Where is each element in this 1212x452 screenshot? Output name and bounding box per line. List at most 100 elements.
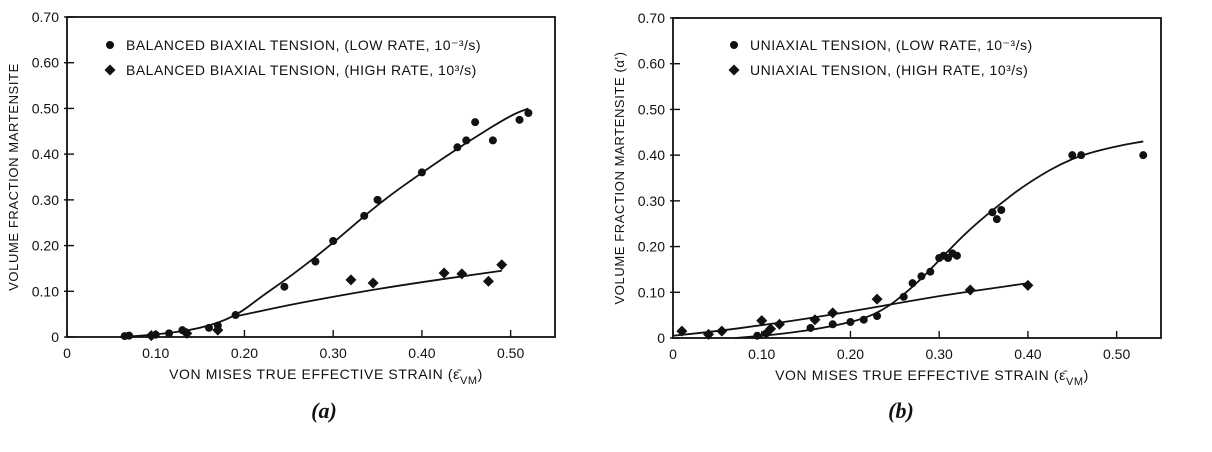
data-point-a-circle — [329, 237, 338, 245]
data-point-a-circle — [417, 168, 426, 177]
data-point-a-circle — [471, 118, 480, 127]
fit-curve-b-0 — [735, 140, 1144, 339]
x-tick-label-b: 0 — [669, 346, 677, 362]
panel-caption-a: (a) — [311, 398, 337, 423]
data-point-a-circle — [462, 136, 471, 145]
legend-label-a-1: BALANCED BIAXIAL TENSION, (HIGH RATE, 10… — [126, 62, 477, 78]
y-tick-label-a: 0.50 — [32, 100, 59, 116]
y-tick-label-a: 0.20 — [32, 238, 59, 254]
data-point-b-circle — [992, 215, 1001, 224]
y-tick-label-a: 0.30 — [32, 192, 59, 208]
data-point-b-diamond — [702, 328, 714, 340]
x-tick-label-b: 0.40 — [1014, 346, 1041, 362]
data-point-b-circle — [1077, 151, 1086, 160]
data-point-b-circle — [859, 315, 868, 324]
x-axis-label-a: VON MISES TRUE EFFECTIVE STRAIN (ε̄VM) — [169, 366, 483, 387]
y-tick-label-b: 0.30 — [638, 193, 665, 209]
data-point-a-circle — [373, 195, 382, 204]
data-point-a-circle — [280, 282, 289, 291]
data-point-a-circle — [231, 311, 240, 320]
y-tick-label-b: 0.40 — [638, 147, 665, 163]
data-point-a-diamond — [438, 267, 450, 279]
x-tick-label-a: 0.50 — [497, 345, 524, 361]
data-point-b-diamond — [756, 315, 768, 327]
data-point-a-circle — [165, 329, 174, 338]
y-axis-label-a: VOLUME FRACTION MARTENSITE — [6, 63, 21, 291]
data-point-a-circle — [524, 109, 533, 117]
data-point-a-diamond — [482, 275, 494, 287]
data-point-b-diamond — [871, 293, 883, 305]
data-point-a-diamond — [345, 274, 357, 286]
data-point-b-diamond — [765, 323, 777, 335]
x-tick-label-a: 0.20 — [231, 345, 258, 361]
legend-marker-a-1 — [104, 64, 116, 76]
legend-marker-a-0 — [106, 41, 114, 49]
x-tick-label-a: 0.10 — [142, 345, 169, 361]
y-tick-label-a: 0.10 — [32, 283, 59, 299]
x-tick-label-b: 0.10 — [748, 346, 775, 362]
data-point-b-circle — [1068, 151, 1077, 160]
x-axis-label-b: VON MISES TRUE EFFECTIVE STRAIN (ε̄VM) — [775, 367, 1089, 388]
chart-b-svg: 0 0.10 0.20 0.30 0.40 0.50 0.60 0.70 0 0.10 0.20 0.… — [612, 10, 1162, 388]
data-point-b-circle — [952, 251, 961, 260]
data-point-a-circle — [311, 257, 320, 266]
data-point-b-circle — [873, 312, 882, 321]
panel-caption-b: (b) — [888, 398, 914, 423]
y-tick-label-a: 0.60 — [32, 55, 59, 71]
legend-marker-b-0 — [730, 41, 738, 49]
x-tick-label-b: 0.50 — [1103, 346, 1130, 362]
data-point-b-circle — [917, 272, 926, 281]
data-point-b-circle — [997, 206, 1006, 214]
x-tick-label-a: 0 — [63, 345, 71, 361]
legend-label-b-0: UNIAXIAL TENSION, (LOW RATE, 10⁻³/s) — [750, 37, 1033, 53]
data-point-b-diamond — [676, 325, 688, 337]
data-point-a-diamond — [181, 327, 193, 339]
y-tick-label-a: 0.70 — [32, 9, 59, 25]
plot-frame-a — [66, 16, 556, 338]
y-tick-label-a: 0 — [51, 329, 59, 345]
data-point-b-circle — [753, 331, 762, 340]
x-tick-label-b: 0.30 — [926, 346, 953, 362]
data-point-b-circle — [1139, 151, 1148, 160]
x-tick-label-a: 0.40 — [408, 345, 435, 361]
data-point-a-diamond — [456, 268, 468, 280]
data-point-b-diamond — [809, 314, 821, 326]
data-point-a-diamond — [145, 330, 157, 342]
data-point-b-circle — [908, 279, 917, 288]
y-tick-label-b: 0.60 — [638, 56, 665, 72]
y-tick-label-b: 0 — [657, 330, 665, 346]
data-point-b-diamond — [716, 325, 728, 337]
data-point-a-circle — [360, 211, 369, 220]
chart-panel-a: 0 0.10 0.20 0.30 0.40 0.50 0.60 0.70 0 0.10 0.20 0.… — [6, 9, 556, 423]
data-point-a-circle — [515, 115, 524, 124]
fit-curve-a-1 — [235, 269, 502, 318]
legend-marker-b-1 — [728, 64, 740, 76]
fit-curve-a-0 — [120, 107, 529, 338]
data-point-a-circle — [125, 331, 134, 340]
y-axis-label-b: VOLUME FRACTION MARTENSITE (α') — [612, 52, 627, 305]
data-point-b-circle — [988, 208, 997, 217]
y-tick-label-b: 0.10 — [638, 284, 665, 300]
data-point-a-circle — [453, 143, 462, 152]
data-point-b-circle — [806, 323, 815, 332]
legend-label-b-1: UNIAXIAL TENSION, (HIGH RATE, 10³/s) — [750, 62, 1028, 78]
plot-frame-b — [672, 17, 1162, 339]
data-point-b-diamond — [964, 284, 976, 296]
data-point-b-circle — [926, 267, 935, 276]
y-tick-label-b: 0.50 — [638, 101, 665, 117]
y-tick-label-b: 0.20 — [638, 239, 665, 255]
data-point-a-circle — [204, 323, 213, 332]
data-point-b-diamond — [827, 307, 839, 319]
legend-label-a-0: BALANCED BIAXIAL TENSION, (LOW RATE, 10⁻… — [126, 37, 481, 53]
data-point-b-circle — [846, 318, 855, 326]
x-tick-label-a: 0.30 — [320, 345, 347, 361]
data-point-b-circle — [828, 320, 837, 329]
x-tick-label-b: 0.20 — [837, 346, 864, 362]
chart-panel-b: 0 0.10 0.20 0.30 0.40 0.50 0.60 0.70 0 0.10 0.20 0.… — [606, 0, 1212, 452]
data-point-a-circle — [488, 136, 497, 145]
data-point-b-circle — [899, 292, 908, 301]
chart-a-svg: 0 0.10 0.20 0.30 0.40 0.50 0.60 0.70 0 0.10 0.20 0.… — [6, 9, 556, 387]
data-point-a-diamond — [367, 277, 379, 289]
data-point-b-diamond — [773, 318, 785, 330]
y-tick-label-b: 0.70 — [638, 10, 665, 26]
